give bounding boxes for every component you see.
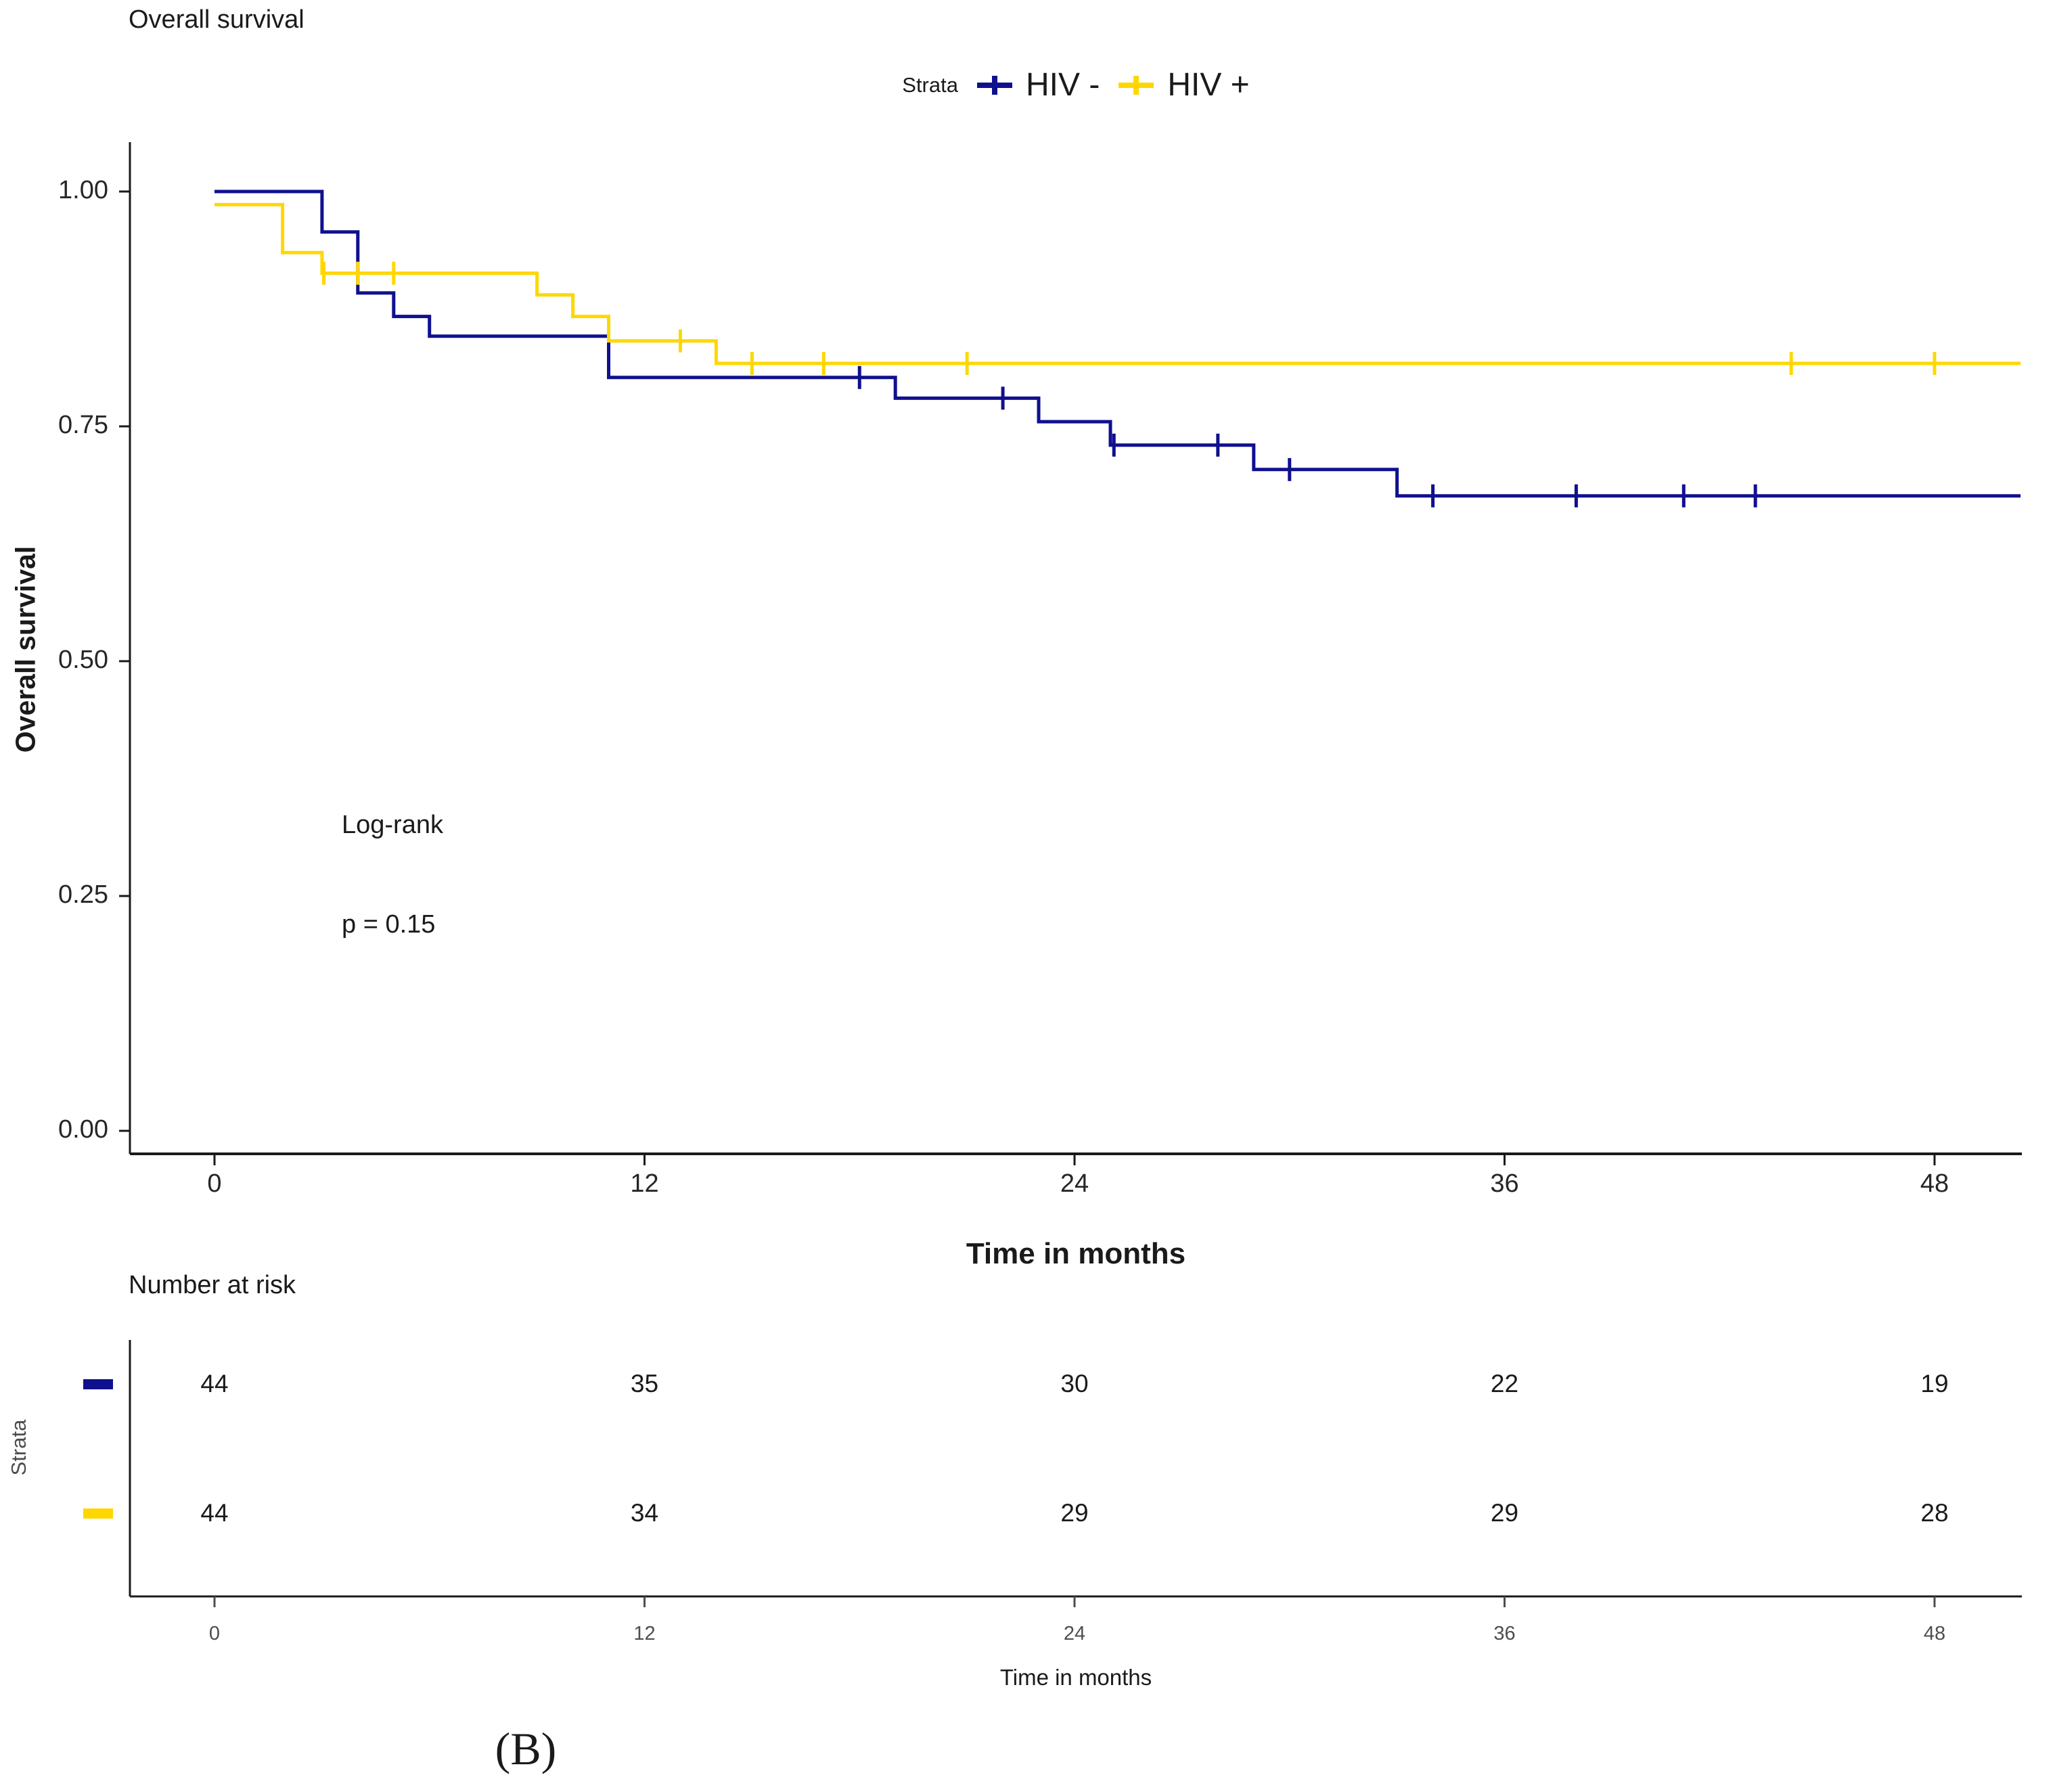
panel-caption: (B) bbox=[495, 1723, 557, 1774]
legend-label-hiv-pos: HIV + bbox=[1167, 67, 1250, 103]
legend-item-hiv-neg: HIV - bbox=[973, 66, 1100, 104]
legend: Strata HIV - HIV + bbox=[130, 66, 2022, 104]
pvalue-annotation: p = 0.15 bbox=[342, 910, 436, 939]
risk-count: 44 bbox=[200, 1370, 229, 1397]
risk-count: 35 bbox=[630, 1370, 659, 1397]
risk-tick-label: 36 bbox=[1493, 1623, 1516, 1644]
y-tick-label: 0.75 bbox=[58, 411, 108, 439]
risk-count: 22 bbox=[1490, 1370, 1519, 1397]
y-tick-label: 1.00 bbox=[58, 176, 108, 204]
logrank-annotation: Log-rank bbox=[342, 811, 443, 839]
y-tick-label: 0.25 bbox=[58, 880, 108, 909]
x-tick-label: 24 bbox=[1060, 1169, 1089, 1198]
y-tick-label: 0.50 bbox=[58, 646, 108, 674]
risk-row-swatch-hiv-neg bbox=[83, 1379, 113, 1389]
risk-count: 44 bbox=[200, 1499, 229, 1527]
risk-count: 19 bbox=[1920, 1370, 1949, 1397]
legend-label-hiv-neg: HIV - bbox=[1025, 67, 1100, 103]
risk-count: 28 bbox=[1920, 1499, 1949, 1527]
risk-tick-label: 48 bbox=[1923, 1623, 1946, 1644]
y-tick-label: 0.00 bbox=[58, 1115, 108, 1144]
risk-table-title: Number at risk bbox=[129, 1271, 296, 1299]
risk-count: 29 bbox=[1490, 1499, 1519, 1527]
risk-count: 34 bbox=[630, 1499, 659, 1527]
risk-tick-label: 0 bbox=[208, 1623, 221, 1644]
x-tick-label: 36 bbox=[1490, 1169, 1519, 1198]
legend-item-hiv-pos: HIV + bbox=[1114, 66, 1250, 104]
x-tick-label: 48 bbox=[1920, 1169, 1949, 1198]
risk-count: 29 bbox=[1060, 1499, 1089, 1527]
risk-row-swatch-hiv-pos bbox=[83, 1508, 113, 1519]
risk-count: 30 bbox=[1060, 1370, 1089, 1397]
x-axis-title: Time in months bbox=[966, 1237, 1186, 1270]
plot-title: Overall survival bbox=[129, 5, 304, 34]
risk-tick-label: 24 bbox=[1063, 1623, 1086, 1644]
survival-curve-hiv-neg bbox=[214, 189, 2021, 498]
risk-table-x-axis-title: Time in months bbox=[999, 1665, 1152, 1690]
risk-table-strata-label: Strata bbox=[7, 1419, 30, 1476]
legend-title: Strata bbox=[902, 72, 958, 97]
risk-tick-label: 12 bbox=[633, 1623, 656, 1644]
x-tick-label: 12 bbox=[630, 1169, 659, 1198]
plus-marker-icon bbox=[976, 75, 1012, 95]
x-tick-label: 0 bbox=[207, 1169, 222, 1198]
survival-curve-hivpos bbox=[214, 202, 2021, 365]
plus-marker-icon bbox=[1119, 75, 1154, 95]
